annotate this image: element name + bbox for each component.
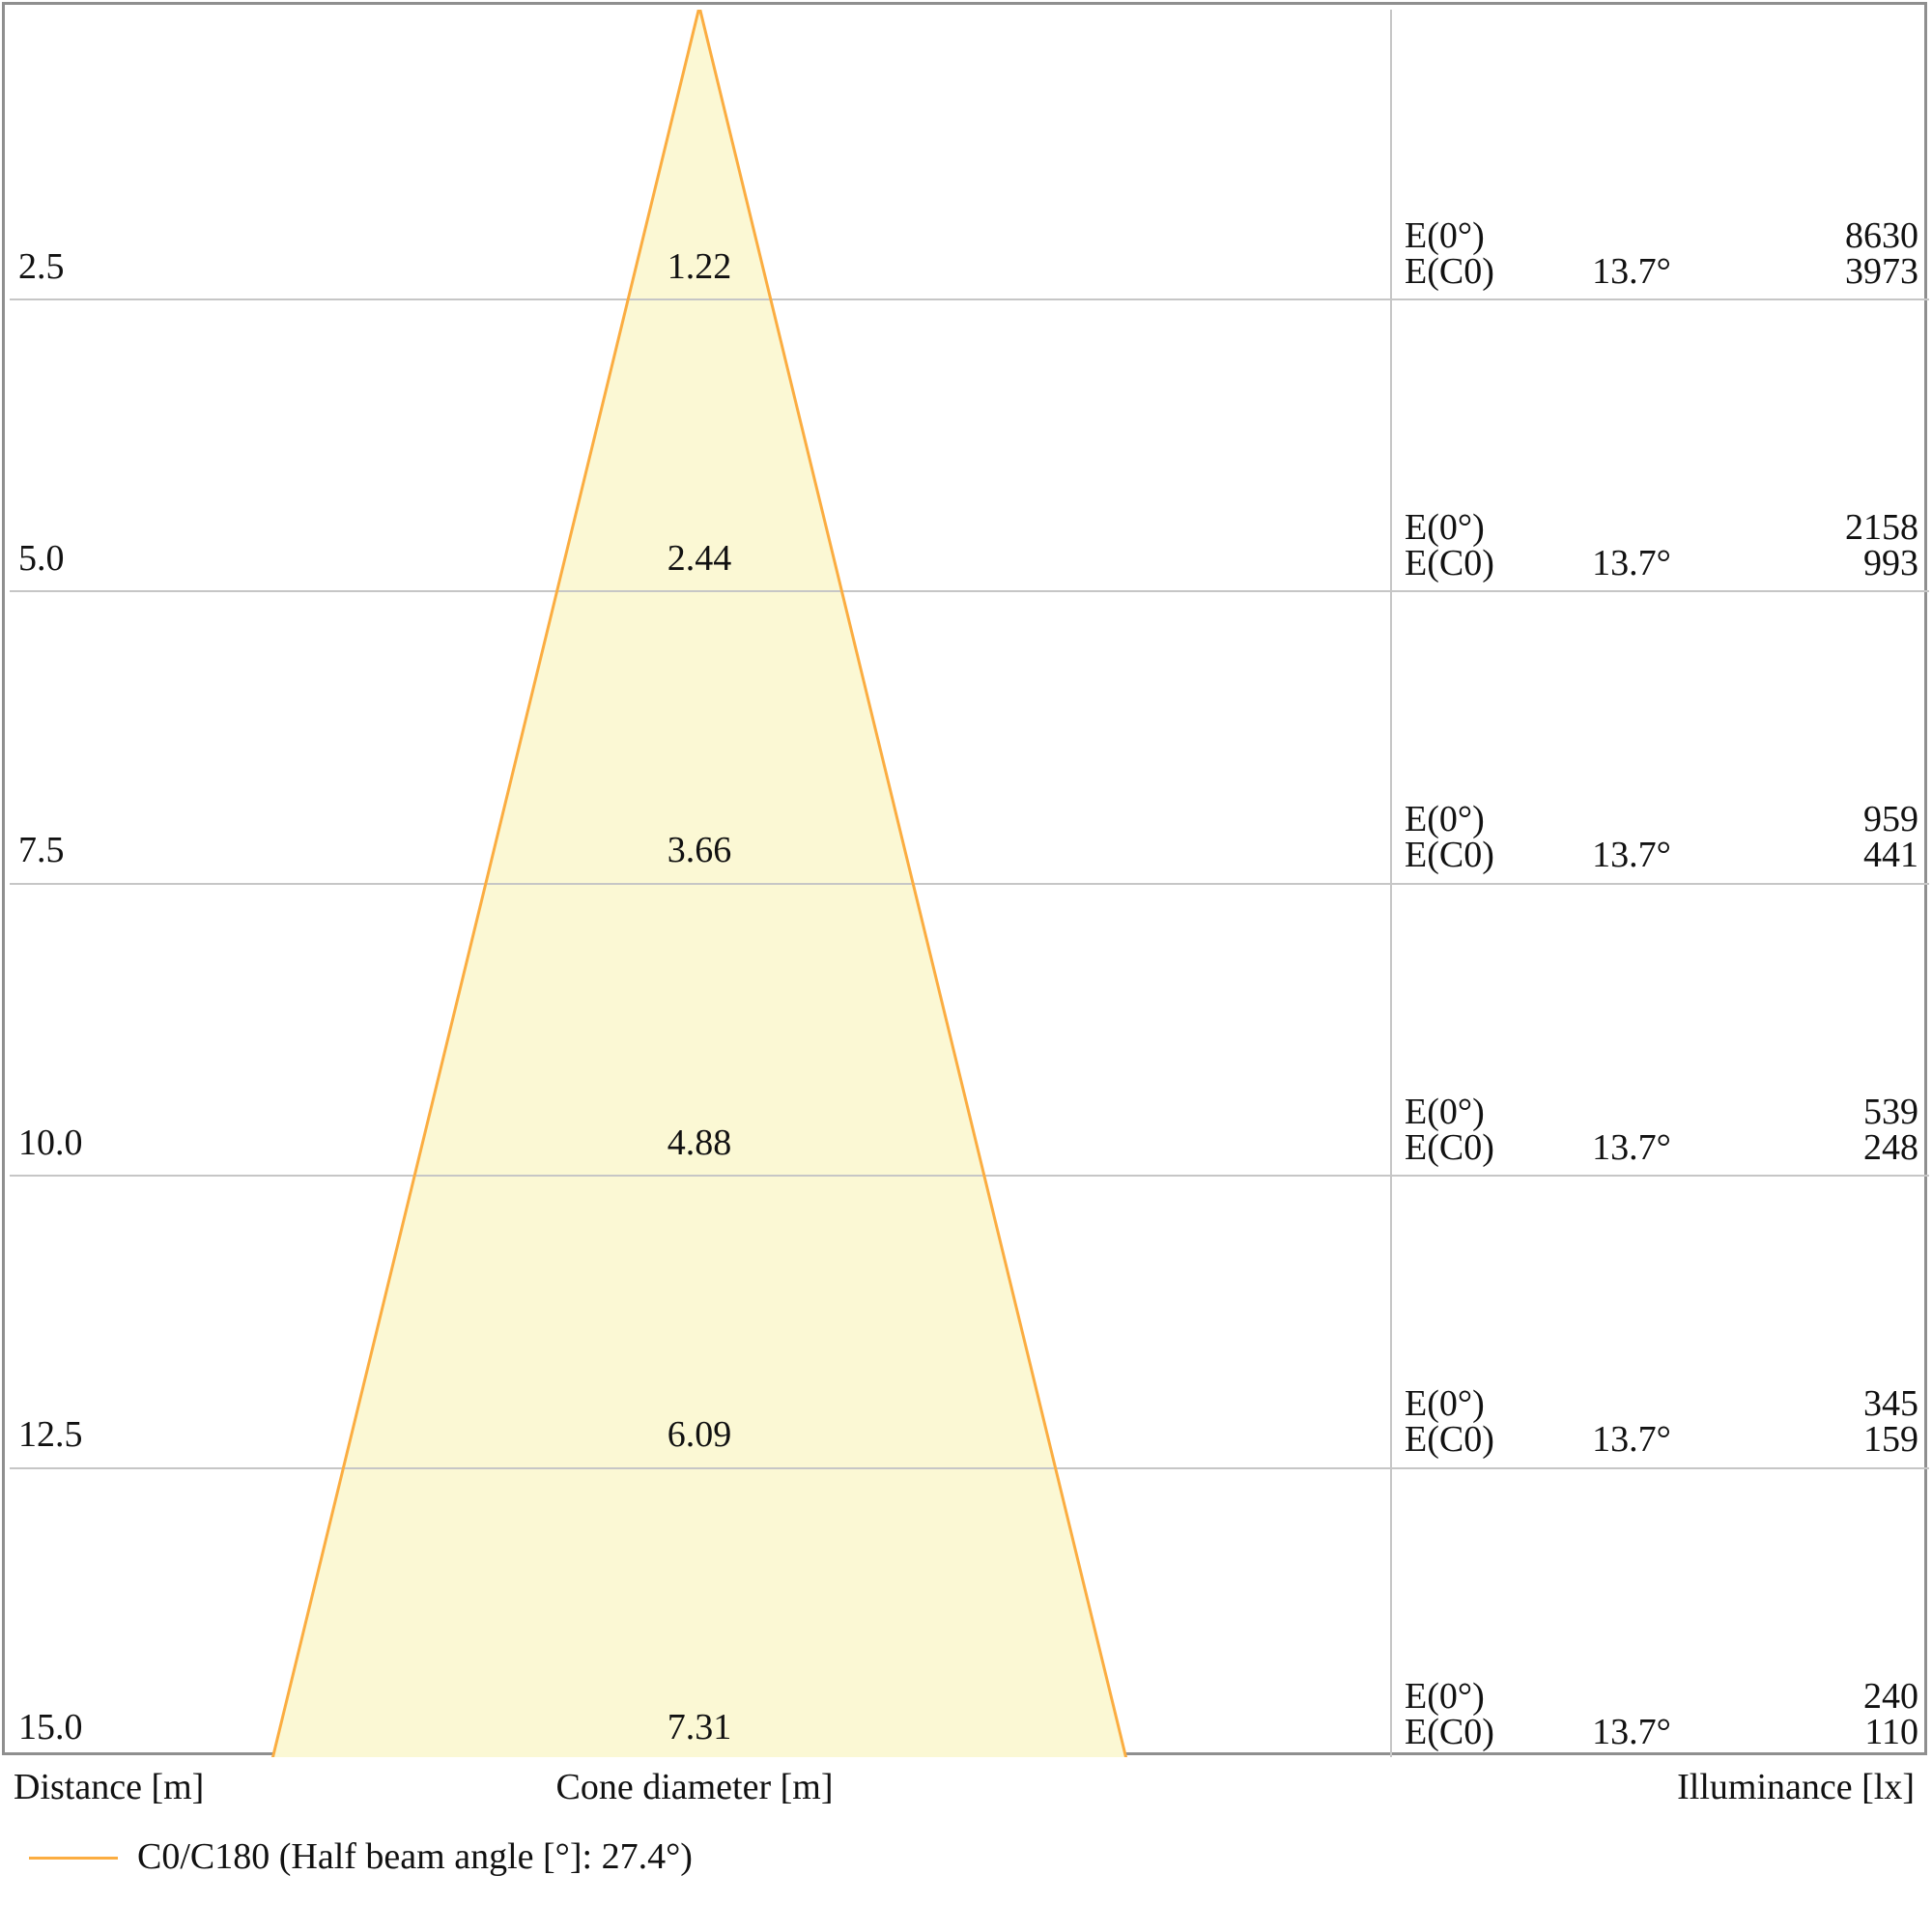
illuminance-block: E(0°) E(C0) 13.7° 539 248 [1405, 1094, 1918, 1166]
ec0-label: E(C0) [1405, 1712, 1494, 1752]
illuminance-block: E(0°) E(C0) 13.7° 8630 3973 [1405, 215, 1918, 292]
ec0-label: E(C0) [1405, 1127, 1494, 1168]
e0-label: E(0°) [1405, 1676, 1485, 1717]
illuminance-block: E(0°) E(C0) 13.7° 959 441 [1405, 799, 1918, 875]
cone-diameter-value: 7.31 [667, 1707, 732, 1747]
e0-label: E(0°) [1405, 507, 1485, 548]
ec0-label: E(C0) [1405, 1419, 1494, 1460]
cone-diameter-value: 3.66 [667, 830, 732, 870]
e0-value: 2158 [1845, 507, 1918, 548]
beam-angle-value: 13.7° [1592, 1127, 1671, 1168]
ec0-value: 441 [1863, 835, 1918, 875]
beam-angle-value: 13.7° [1592, 835, 1671, 875]
cone-diameter-value: 4.88 [667, 1122, 732, 1163]
ec0-label: E(C0) [1405, 835, 1494, 875]
spacer [1549, 510, 1714, 546]
e0-label: E(0°) [1405, 215, 1485, 256]
spacer [1549, 1679, 1714, 1715]
cone-diameter-value: 6.09 [667, 1414, 732, 1455]
e0-value: 240 [1863, 1676, 1918, 1717]
e0-label: E(0°) [1405, 1092, 1485, 1132]
e0-value: 8630 [1845, 215, 1918, 256]
illuminance-block: E(0°) E(C0) 13.7° 240 110 [1405, 1676, 1918, 1752]
ec0-value: 3973 [1845, 251, 1918, 292]
spacer [1549, 218, 1714, 254]
distance-label: 2.5 [18, 246, 65, 287]
beam-angle-value: 13.7° [1592, 1419, 1671, 1460]
grid-lines [10, 10, 1929, 1757]
e0-value: 959 [1863, 799, 1918, 839]
illuminance-block: E(0°) E(C0) 13.7° 345 159 [1405, 1383, 1918, 1460]
light-cone-edge-line [270, 10, 1128, 1757]
distance-label: 15.0 [18, 1707, 83, 1747]
distance-label: 10.0 [18, 1122, 83, 1163]
e0-value: 539 [1863, 1092, 1918, 1132]
ec0-value: 248 [1863, 1127, 1918, 1168]
legend-label: C0/C180 (Half beam angle [°]: 27.4°) [137, 1836, 693, 1877]
ec0-value: 993 [1863, 543, 1918, 583]
distance-label: 7.5 [18, 830, 65, 870]
cone-diameter-value: 1.22 [667, 246, 732, 287]
legend-line-swatch [29, 1857, 118, 1860]
x-axis-label-illuminance: Illuminance [lx] [1677, 1767, 1915, 1807]
ec0-value: 110 [1864, 1712, 1918, 1752]
cone-diameter-value: 2.44 [667, 538, 732, 579]
illuminance-block: E(0°) E(C0) 13.7° 2158 993 [1405, 507, 1918, 583]
x-axis-label-distance: Distance [m] [14, 1767, 205, 1807]
x-axis-label-cone-diameter: Cone diameter [m] [555, 1767, 834, 1807]
spacer [1549, 1094, 1714, 1130]
beam-angle-value: 13.7° [1592, 543, 1671, 583]
beam-angle-value: 13.7° [1592, 251, 1671, 292]
beam-angle-value: 13.7° [1592, 1712, 1671, 1752]
distance-label: 5.0 [18, 538, 65, 579]
ec0-value: 159 [1863, 1419, 1918, 1460]
light-cone-chart [10, 10, 1929, 1757]
e0-value: 345 [1863, 1383, 1918, 1424]
distance-label: 12.5 [18, 1414, 83, 1455]
spacer [1549, 802, 1714, 838]
spacer [1549, 1386, 1714, 1422]
e0-label: E(0°) [1405, 799, 1485, 839]
ec0-label: E(C0) [1405, 543, 1494, 583]
ec0-label: E(C0) [1405, 251, 1494, 292]
e0-label: E(0°) [1405, 1383, 1485, 1424]
cone-diagram-table: 2.5 1.22 E(0°) E(C0) 13.7° 8630 3973 5.0… [2, 2, 1929, 1757]
